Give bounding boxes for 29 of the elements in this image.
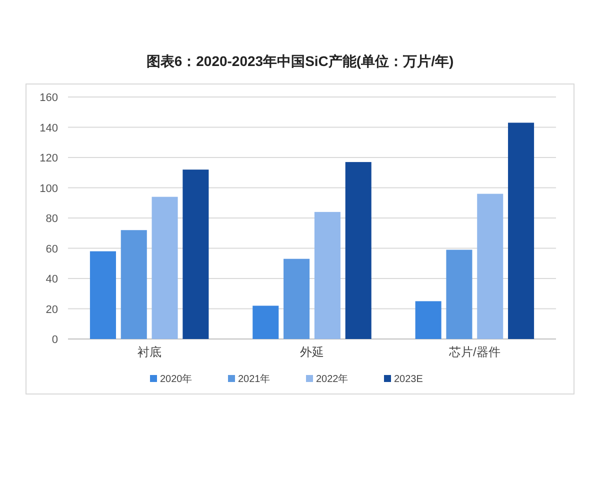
bar [446, 250, 472, 339]
y-tick-label: 0 [52, 334, 58, 346]
y-tick-label: 160 [40, 92, 58, 104]
bar [477, 194, 504, 339]
bar [345, 162, 372, 339]
y-tick-label: 40 [46, 274, 58, 286]
x-tick-label: 芯片/器件 [448, 345, 500, 359]
y-tick-label: 20 [46, 304, 58, 316]
bar [120, 230, 147, 339]
bar [182, 170, 209, 339]
y-tick-label: 120 [40, 152, 58, 164]
legend-label: 2023E [394, 374, 424, 385]
y-tick-label: 100 [40, 182, 58, 195]
y-tick-label: 60 [46, 243, 58, 256]
bar [90, 251, 116, 339]
bar [252, 306, 279, 339]
x-tick-label: 外延 [300, 345, 324, 359]
chart-title: 图表6：2020-2023年中国SiC产能(单位：万片/年) [146, 53, 454, 69]
bar [152, 196, 178, 339]
x-tick-label: 衬底 [137, 345, 162, 359]
y-tick-label: 140 [40, 122, 58, 134]
y-tick-label: 80 [46, 213, 58, 225]
bar [314, 212, 340, 339]
bar [284, 258, 310, 339]
legend-label: 2021年 [238, 373, 270, 385]
bar [508, 122, 534, 339]
legend-label: 2022年 [316, 373, 348, 385]
bar [415, 301, 442, 339]
legend-label: 2020年 [160, 373, 192, 385]
